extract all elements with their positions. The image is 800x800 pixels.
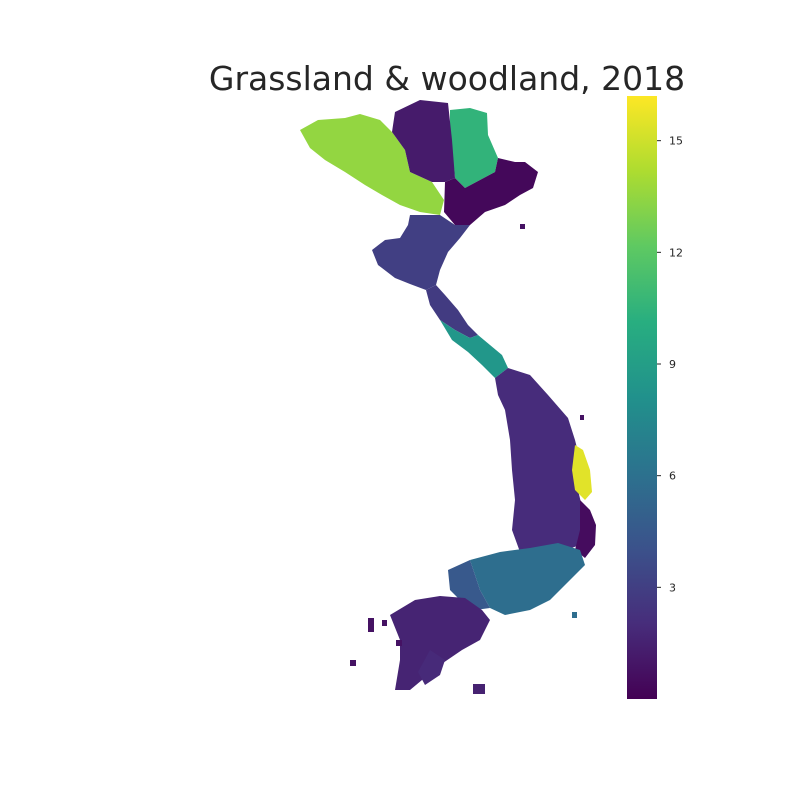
colorbar-gradient	[627, 96, 657, 699]
colorbar-tick-label: 12	[669, 246, 683, 259]
island	[368, 618, 374, 632]
island	[350, 660, 356, 666]
colorbar-tick-label: 15	[669, 135, 683, 148]
region-central-highlands	[495, 368, 585, 552]
island	[382, 620, 387, 626]
colorbar: 3 6 9 12 15	[627, 96, 683, 699]
island	[396, 640, 402, 646]
region-northeast-delta	[444, 158, 538, 225]
region-central-coast-band	[440, 320, 508, 378]
colorbar-tick-label: 9	[669, 358, 676, 371]
region-north-central-coast	[426, 285, 478, 338]
region-southeast	[470, 543, 585, 615]
region-red-river-delta	[372, 215, 470, 290]
region-mekong-delta-south	[418, 650, 445, 685]
colorbar-tick-label: 3	[669, 581, 676, 594]
island	[473, 684, 485, 694]
colorbar-tick-label: 6	[669, 470, 676, 483]
region-north-central-hills	[392, 100, 455, 182]
island	[580, 415, 584, 420]
region-northeast-upper	[450, 108, 498, 188]
region-south-central-coast-peak	[572, 445, 592, 500]
island	[572, 612, 577, 618]
chart-title: Grassland & woodland, 2018	[209, 59, 685, 98]
region-south-central-coast	[575, 500, 596, 558]
region-northwest-highlands	[300, 114, 444, 215]
region-mekong-delta	[390, 596, 490, 690]
vietnam-map	[300, 100, 596, 694]
island	[520, 224, 525, 229]
